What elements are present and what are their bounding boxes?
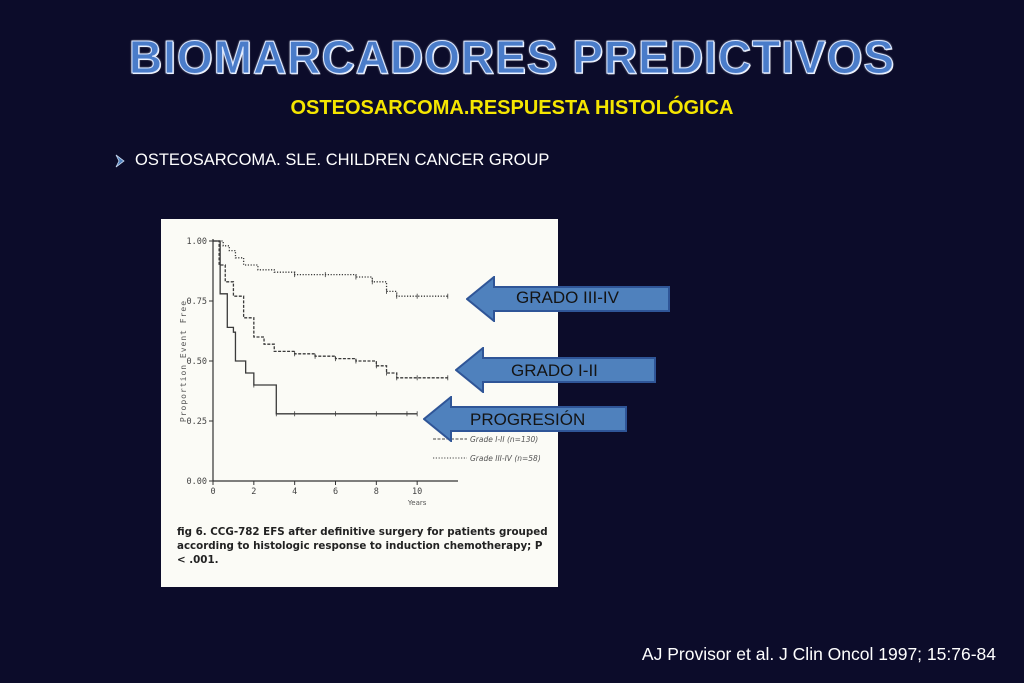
bullet-item: OSTEOSARCOMA. SLE. CHILDREN CANCER GROUP bbox=[113, 151, 549, 170]
y-tick-label: 1.00 bbox=[187, 237, 207, 247]
slide-subtitle: OSTEOSARCOMA.RESPUESTA HISTOLÓGICA bbox=[290, 97, 734, 119]
citation: AJ Provisor et al. J Clin Oncol 1997; 15… bbox=[641, 644, 996, 664]
arrow-label-grado-iii-iv: GRADO III-IV bbox=[516, 288, 619, 307]
legend-label: Grade III-IV (n=58) bbox=[470, 454, 541, 463]
x-tick-label: 2 bbox=[251, 487, 256, 497]
arrow-grado-iii-iv bbox=[466, 276, 670, 322]
chevron-right-icon bbox=[115, 154, 125, 167]
series-line-grade-iii-iv bbox=[213, 240, 448, 297]
legend-label: Grade I-II (n=130) bbox=[470, 435, 538, 444]
y-tick-label: 0.75 bbox=[187, 297, 207, 307]
x-tick-label: 6 bbox=[333, 487, 338, 497]
y-tick-label: 0.50 bbox=[187, 357, 207, 367]
slide-title: BIOMARCADORES PREDICTIVOS bbox=[128, 31, 896, 84]
x-tick-label: 0 bbox=[210, 487, 215, 497]
y-axis-label: Proportion Event Free bbox=[179, 300, 188, 422]
y-tick-label: 0.25 bbox=[187, 417, 207, 427]
arrow-label-progresion: PROGRESIÓN bbox=[470, 410, 586, 429]
bullet-text: OSTEOSARCOMA. SLE. CHILDREN CANCER GROUP bbox=[135, 151, 550, 169]
figure-caption: fig 6. CCG-782 EFS after definitive surg… bbox=[177, 526, 548, 566]
arrow-progresion bbox=[423, 396, 627, 442]
x-tick-label: 4 bbox=[292, 487, 297, 497]
x-tick-label: 10 bbox=[412, 487, 422, 497]
arrow-grado-i-ii bbox=[455, 347, 656, 393]
survival-chart: 0.00 0.25 0.50 0.75 1.00 0 2 4 6 8 10 Years Proporti… bbox=[179, 237, 541, 507]
x-axis-label: Years bbox=[407, 499, 427, 507]
y-tick-label: 0.00 bbox=[187, 477, 207, 487]
x-tick-label: 8 bbox=[374, 487, 379, 497]
arrow-label-grado-i-ii: GRADO I-II bbox=[511, 361, 598, 380]
series-line-progression bbox=[213, 240, 418, 415]
series-line-grade-i-ii bbox=[213, 240, 448, 379]
